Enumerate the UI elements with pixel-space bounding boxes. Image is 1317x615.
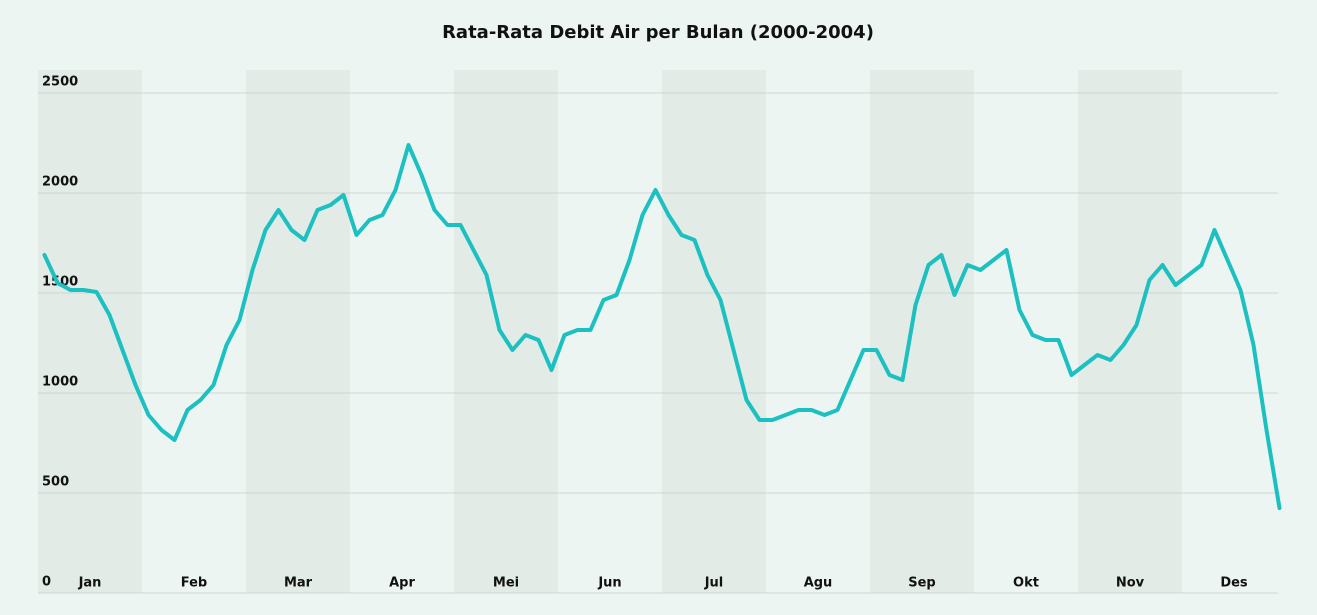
chart-title: Rata-Rata Debit Air per Bulan (2000-2004… [442, 22, 874, 43]
month-band [38, 70, 142, 593]
data-line [42, 143, 1282, 510]
month-band [870, 70, 974, 593]
x-tick-label: Feb [181, 576, 207, 591]
month-band [662, 70, 766, 593]
x-tick-label: Jun [597, 576, 621, 591]
x-tick-label: Des [1220, 576, 1248, 591]
x-tick-label: Nov [1116, 576, 1145, 591]
y-tick-label: 1000 [42, 375, 78, 390]
x-tick-label: Jan [78, 576, 102, 591]
y-tick-label: 2000 [42, 175, 78, 190]
x-tick-label: Okt [1013, 576, 1039, 591]
y-tick-label: 2500 [42, 75, 78, 90]
month-band [454, 70, 558, 593]
x-tick-label: Mar [284, 576, 313, 591]
y-tick-label: 0 [42, 575, 51, 590]
x-tick-label: Apr [389, 576, 415, 591]
month-band [246, 70, 350, 593]
x-tick-label: Jul [704, 576, 724, 591]
x-tick-label: Sep [908, 576, 936, 591]
x-tick-label: Agu [804, 576, 833, 591]
x-tick-label: Mei [493, 576, 519, 591]
y-tick-label: 1500 [42, 275, 78, 290]
y-tick-label: 500 [42, 475, 69, 490]
